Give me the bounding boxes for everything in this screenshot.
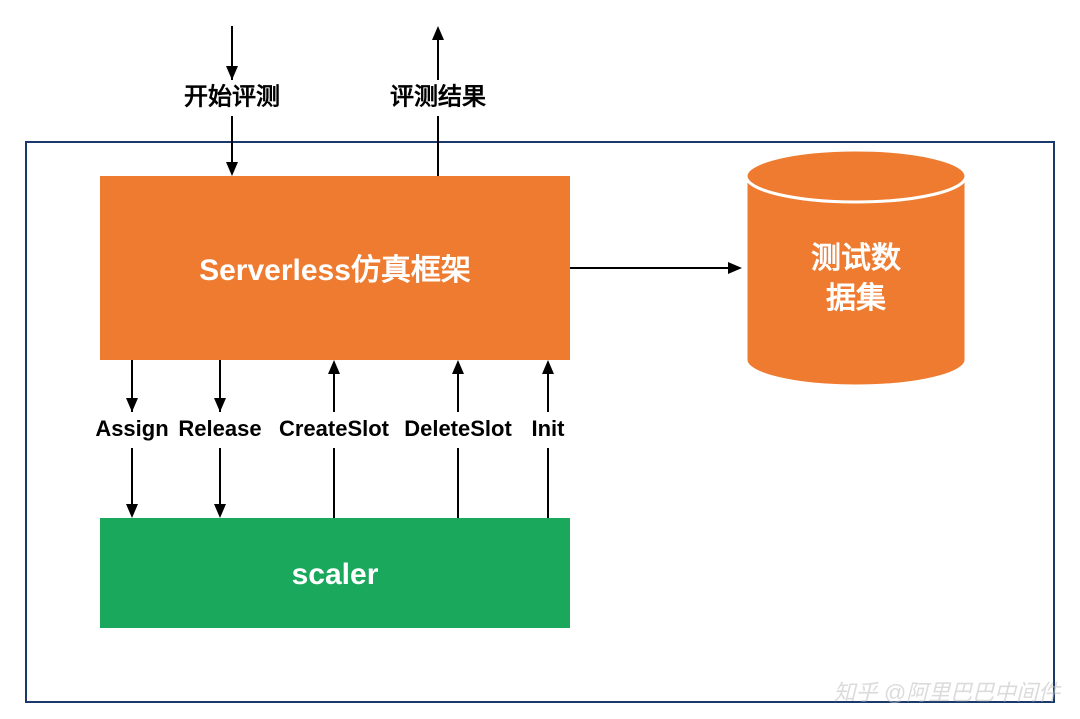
- edge-eval-result-label: 评测结果: [390, 83, 486, 110]
- edge-delete-slot-label: DeleteSlot: [404, 416, 512, 441]
- edge-assign-label: Assign: [95, 416, 168, 441]
- node-dataset-label-2: 据集: [826, 282, 887, 315]
- edge-release-label: Release: [178, 416, 261, 441]
- edge-start-eval-label: 开始评测: [184, 83, 280, 110]
- watermark: 知乎 @阿里巴巴中间件: [834, 680, 1062, 705]
- node-framework-label: Serverless仿真框架: [199, 254, 471, 287]
- node-dataset-label-1: 测试数: [811, 242, 902, 275]
- node-dataset: 测试数据集: [746, 150, 966, 386]
- edge-init-label: Init: [532, 416, 566, 441]
- edge-create-slot-label: CreateSlot: [279, 416, 390, 441]
- node-scaler-label: scaler: [292, 558, 379, 591]
